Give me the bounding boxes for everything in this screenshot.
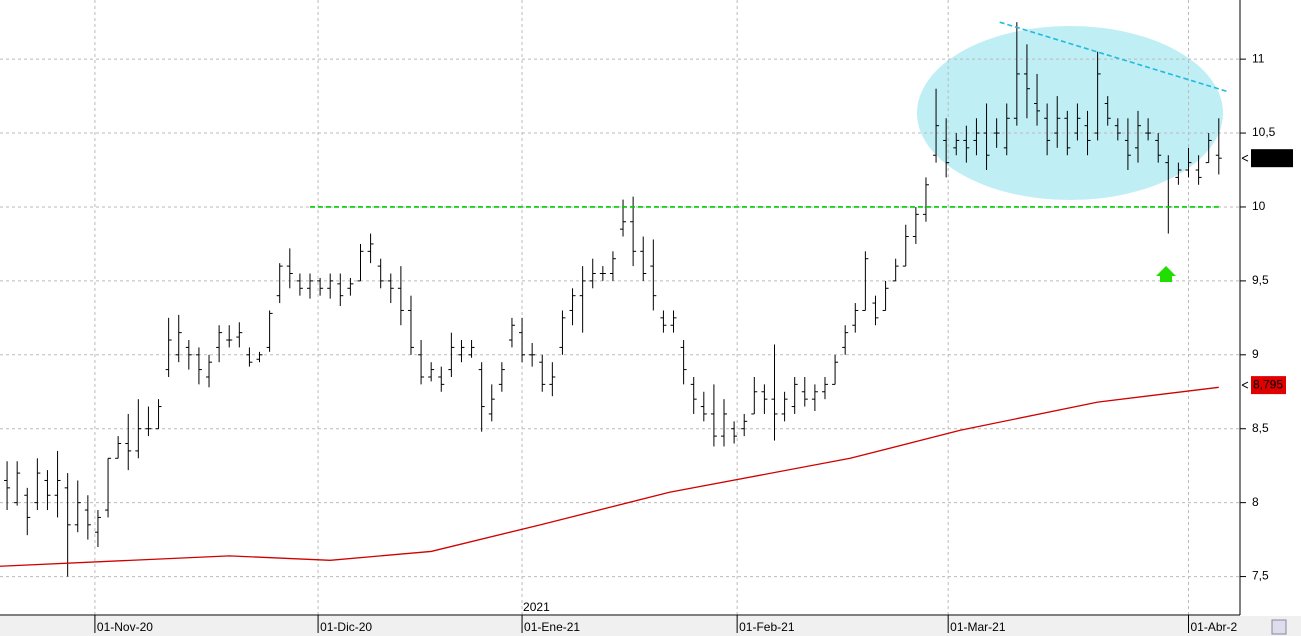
x-tick-label: 01-Nov-20: [97, 620, 153, 634]
last-price-pointer: [1241, 154, 1249, 162]
y-tick-label: 9,5: [1252, 273, 1269, 287]
x-tick-label: 01-Ene-21: [524, 620, 580, 634]
x-tick-label: 01-Dic-20: [320, 620, 372, 634]
y-tick-label: 8: [1252, 495, 1259, 509]
labels: 7,5 8 8,5 9 9,5 10 10,5 11 01-Nov-20 01-Dic-20 01-…: [94, 51, 1293, 634]
x-tick-label: 01-Abr-2: [1191, 620, 1238, 634]
y-tick-label: 10,5: [1252, 125, 1276, 139]
y-tick-label: 7,5: [1252, 569, 1269, 583]
highlight-ellipse: [917, 26, 1223, 200]
y-tick-label: 10: [1252, 199, 1266, 213]
last-price-box: [1251, 149, 1293, 168]
up-arrow: [1156, 266, 1176, 282]
ma-price-pointer: [1241, 381, 1249, 389]
ma-price-box: [1251, 376, 1286, 395]
moving-average: [0, 386, 1219, 567]
x-tick-label: 01-Feb-21: [739, 620, 795, 634]
y-tick-label: 8,5: [1252, 421, 1269, 435]
corner-icon: [1271, 619, 1287, 635]
y-tick-label: 9: [1252, 347, 1259, 361]
ma-price-label: 8,795: [1253, 377, 1283, 391]
grid: [0, 0, 1240, 615]
year-label: 2021: [523, 600, 550, 614]
x-axis-band: [0, 616, 1301, 636]
marks: [0, 21, 1229, 577]
x-tick-label: 01-Mar-21: [950, 620, 1006, 634]
y-tick-label: 11: [1252, 51, 1265, 65]
